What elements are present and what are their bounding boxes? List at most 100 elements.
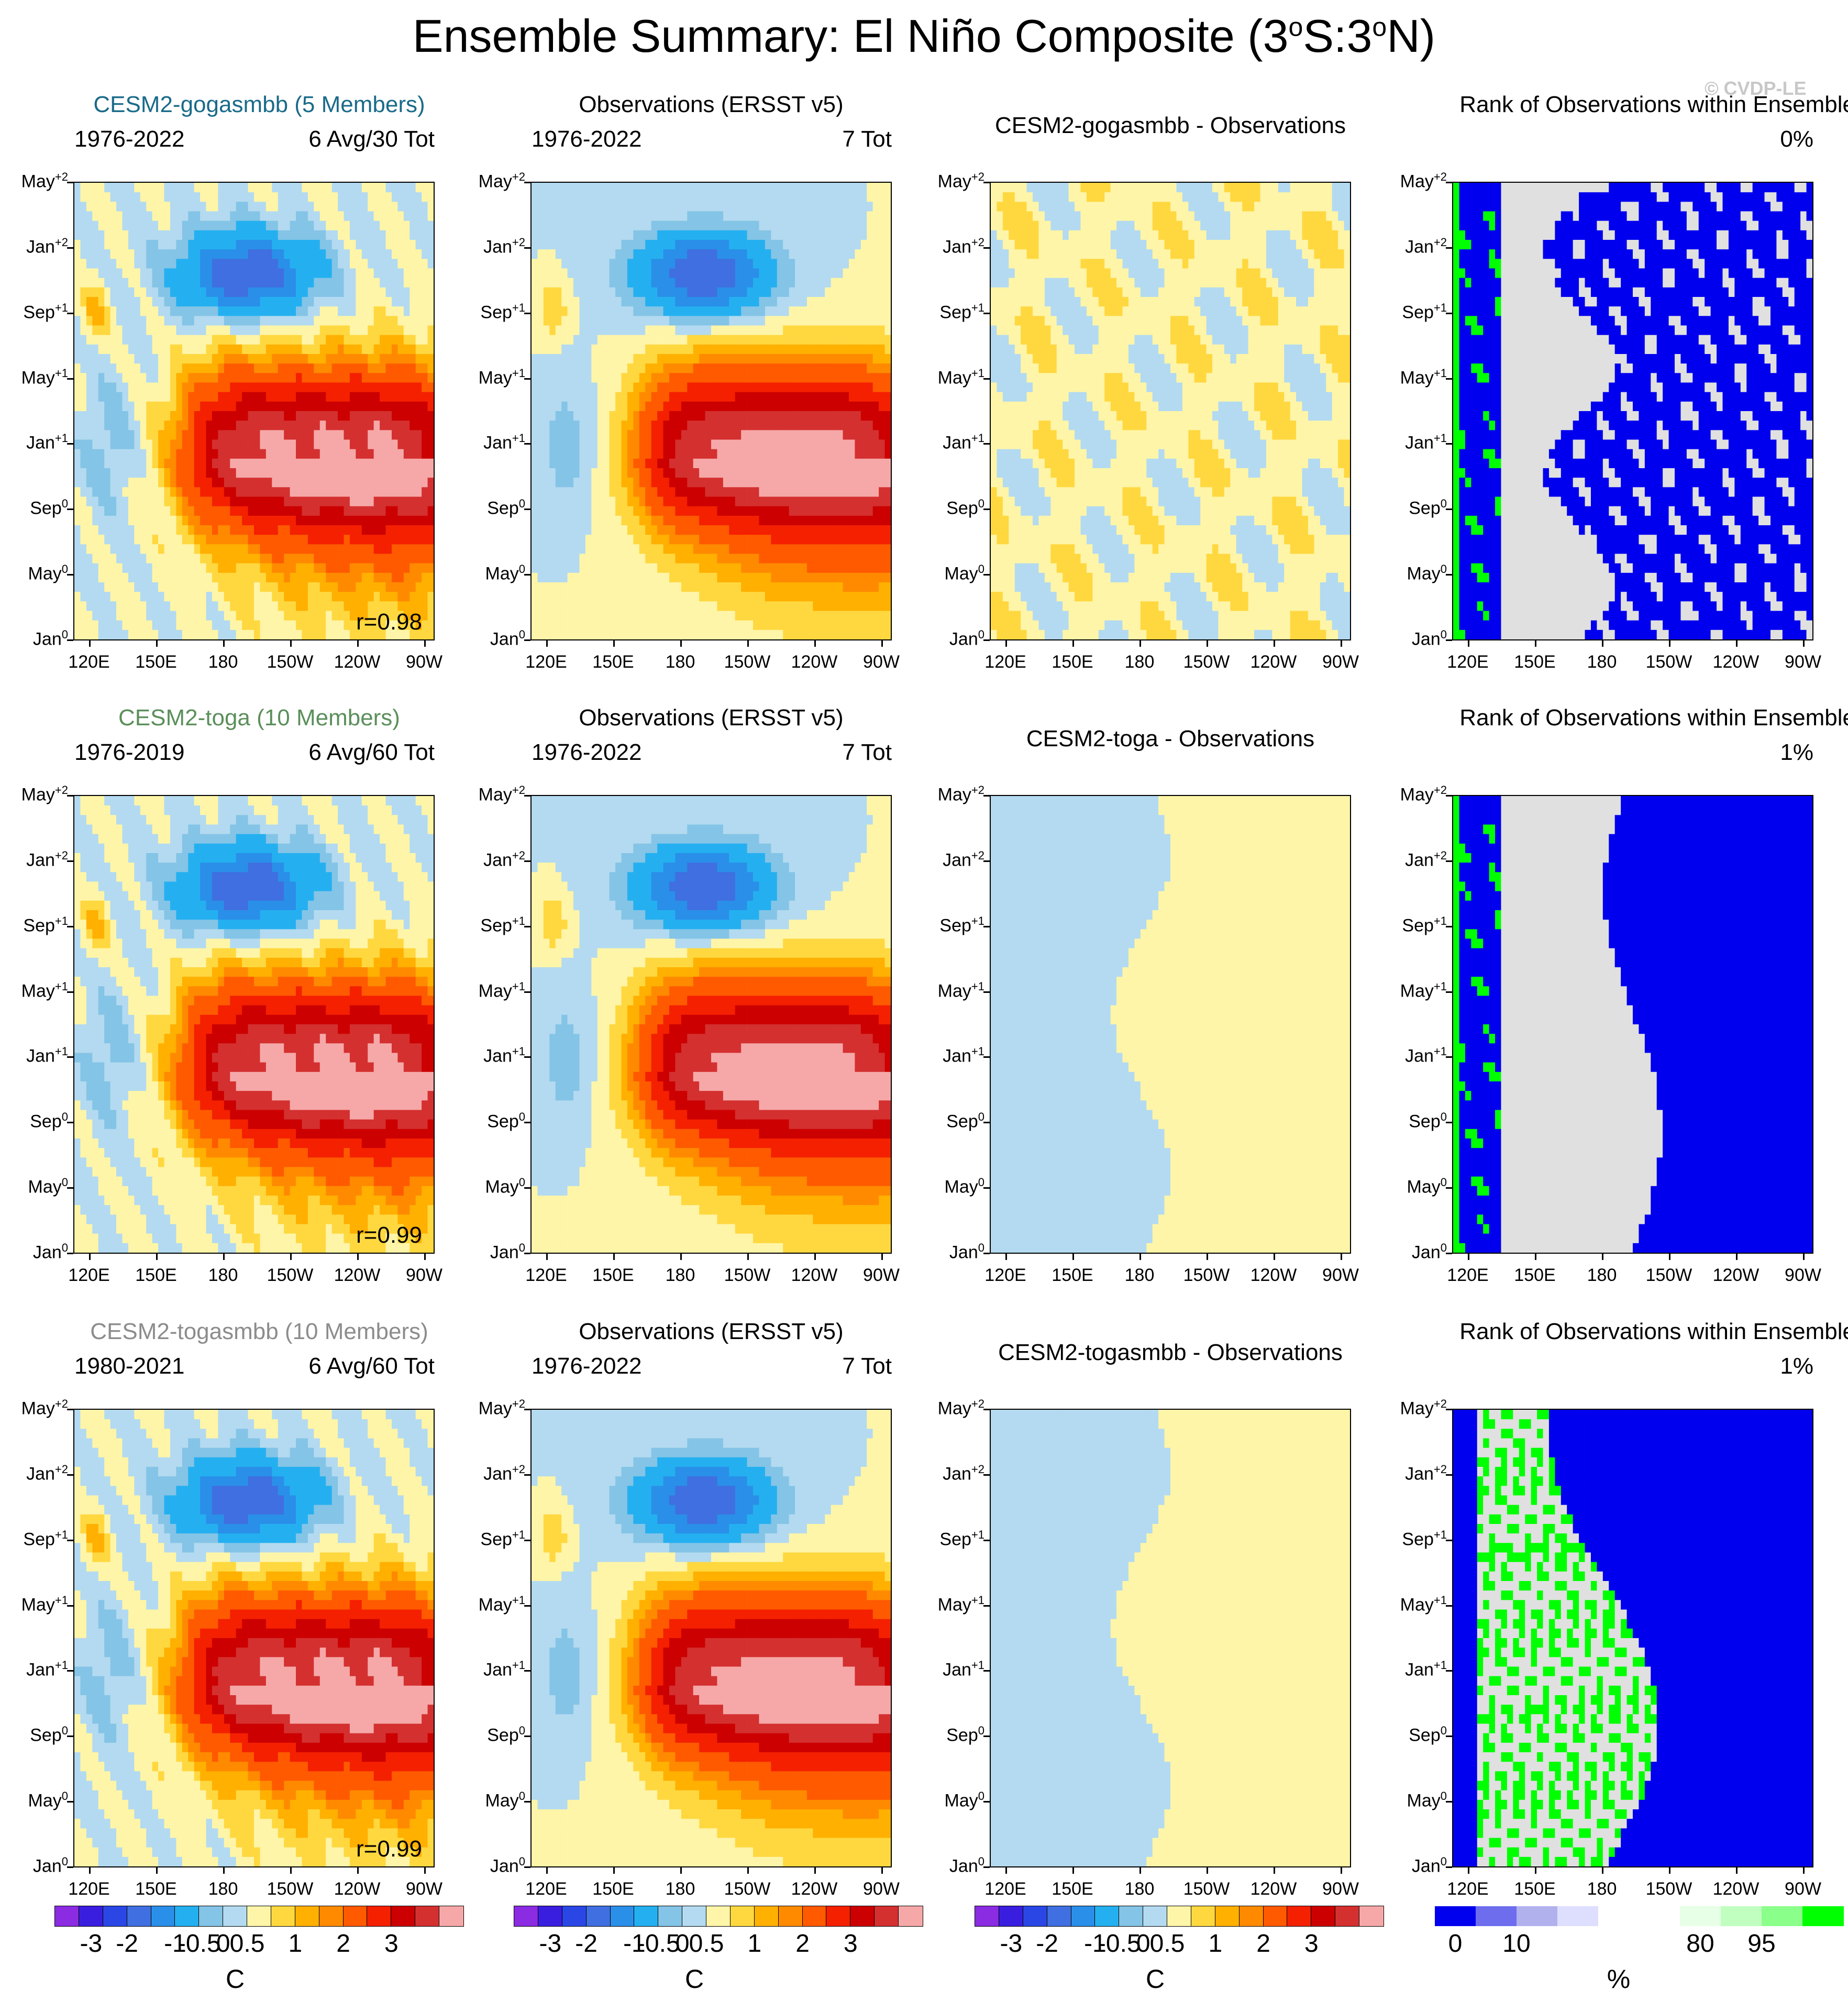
heatmap-cell <box>152 240 159 250</box>
heatmap-cell <box>717 392 724 402</box>
heatmap-cell <box>633 220 640 231</box>
heatmap-cell <box>741 496 747 507</box>
heatmap-cell <box>543 278 550 288</box>
heatmap-cell <box>290 506 296 516</box>
heatmap-cell <box>771 344 778 355</box>
heatmap-cell <box>356 421 362 430</box>
heatmap-cell <box>164 439 171 450</box>
heatmap-cell <box>633 449 640 459</box>
heatmap-cell <box>735 297 742 307</box>
heatmap-cell <box>825 297 832 307</box>
heatmap-cell <box>410 629 416 639</box>
heatmap-cell <box>314 382 320 393</box>
heatmap-cell <box>331 202 338 212</box>
heatmap-cell <box>361 592 368 602</box>
heatmap-cell <box>170 506 176 516</box>
heatmap-cell <box>146 478 152 488</box>
heatmap-cell <box>729 249 736 259</box>
heatmap-cell <box>705 211 712 222</box>
heatmap-cell <box>319 306 326 316</box>
heatmap-cell <box>188 572 195 583</box>
heatmap-cell <box>410 230 416 240</box>
heatmap-cell <box>356 611 362 621</box>
heatmap-cell <box>272 572 279 583</box>
heatmap-cell <box>687 211 694 222</box>
heatmap-cell <box>164 297 171 307</box>
heatmap-cell <box>555 335 562 345</box>
heatmap-cell <box>212 354 218 364</box>
heatmap-cell <box>361 449 368 459</box>
heatmap-cell <box>663 421 670 430</box>
heatmap-cell <box>573 192 580 202</box>
heatmap-cell <box>397 449 404 459</box>
heatmap-cell <box>248 354 254 364</box>
heatmap-cell <box>585 316 592 326</box>
heatmap-cell <box>391 363 398 373</box>
heatmap-cell <box>182 220 189 231</box>
heatmap-cell <box>669 183 676 193</box>
heatmap-cell <box>314 192 320 202</box>
heatmap-cell <box>603 421 610 430</box>
heatmap-cell <box>326 363 332 373</box>
heatmap-cell <box>152 554 159 564</box>
heatmap-cell <box>813 230 820 240</box>
heatmap-cell <box>567 249 574 259</box>
heatmap-cell <box>176 506 183 516</box>
heatmap-cell <box>759 373 766 383</box>
heatmap-cell <box>152 335 159 345</box>
heatmap-cell <box>314 468 320 478</box>
heatmap-cell <box>128 592 135 602</box>
y-tick-label: Jan0 <box>0 628 68 649</box>
heatmap-cell <box>188 582 195 592</box>
heatmap-cell <box>693 496 700 507</box>
heatmap-cell <box>176 582 183 592</box>
heatmap-cell <box>188 325 195 336</box>
heatmap-cell <box>326 430 332 440</box>
heatmap-cell <box>314 439 320 450</box>
heatmap-cell <box>717 287 724 297</box>
heatmap-cell <box>194 382 201 393</box>
heatmap-cell <box>657 202 663 212</box>
heatmap-cell <box>218 335 225 345</box>
heatmap-cell <box>651 268 658 279</box>
heatmap-cell <box>771 411 778 421</box>
heatmap-cell <box>717 278 724 288</box>
heatmap-cell <box>206 202 213 212</box>
heatmap-cell <box>848 268 855 279</box>
heatmap-cell <box>368 535 374 545</box>
heatmap-cell <box>302 202 308 212</box>
heatmap-cell <box>265 487 272 497</box>
heatmap-cell <box>373 287 380 297</box>
heatmap-cell <box>380 554 386 564</box>
heatmap-cell <box>158 515 164 526</box>
heatmap-cell <box>765 192 771 202</box>
heatmap-cell <box>302 392 308 402</box>
heatmap-cell <box>80 325 87 336</box>
heatmap-cell <box>140 620 147 631</box>
heatmap-cell <box>284 506 290 516</box>
heatmap-cell <box>164 515 171 526</box>
heatmap-cell <box>537 183 544 193</box>
heatmap-cell <box>645 230 652 240</box>
heatmap-cell <box>645 202 652 212</box>
heatmap-cell <box>176 259 183 269</box>
heatmap-cell <box>104 572 110 583</box>
heatmap-cell <box>723 411 729 421</box>
heatmap-cell <box>627 259 634 269</box>
heatmap-cell <box>771 211 778 222</box>
heatmap-cell <box>116 325 123 336</box>
heatmap-cell <box>230 192 237 202</box>
heatmap-cell <box>663 306 670 316</box>
heatmap-cell <box>555 297 562 307</box>
heatmap-cell <box>236 192 242 202</box>
heatmap-cell <box>741 220 747 231</box>
heatmap-cell <box>789 363 795 373</box>
heatmap-cell <box>555 373 562 383</box>
heatmap-cell <box>579 316 586 326</box>
heatmap-cell <box>170 325 176 336</box>
heatmap-cell <box>80 592 87 602</box>
heatmap-cell <box>699 401 705 412</box>
heatmap-cell <box>711 220 717 231</box>
heatmap-cell <box>134 202 141 212</box>
heatmap-cell <box>314 306 320 316</box>
